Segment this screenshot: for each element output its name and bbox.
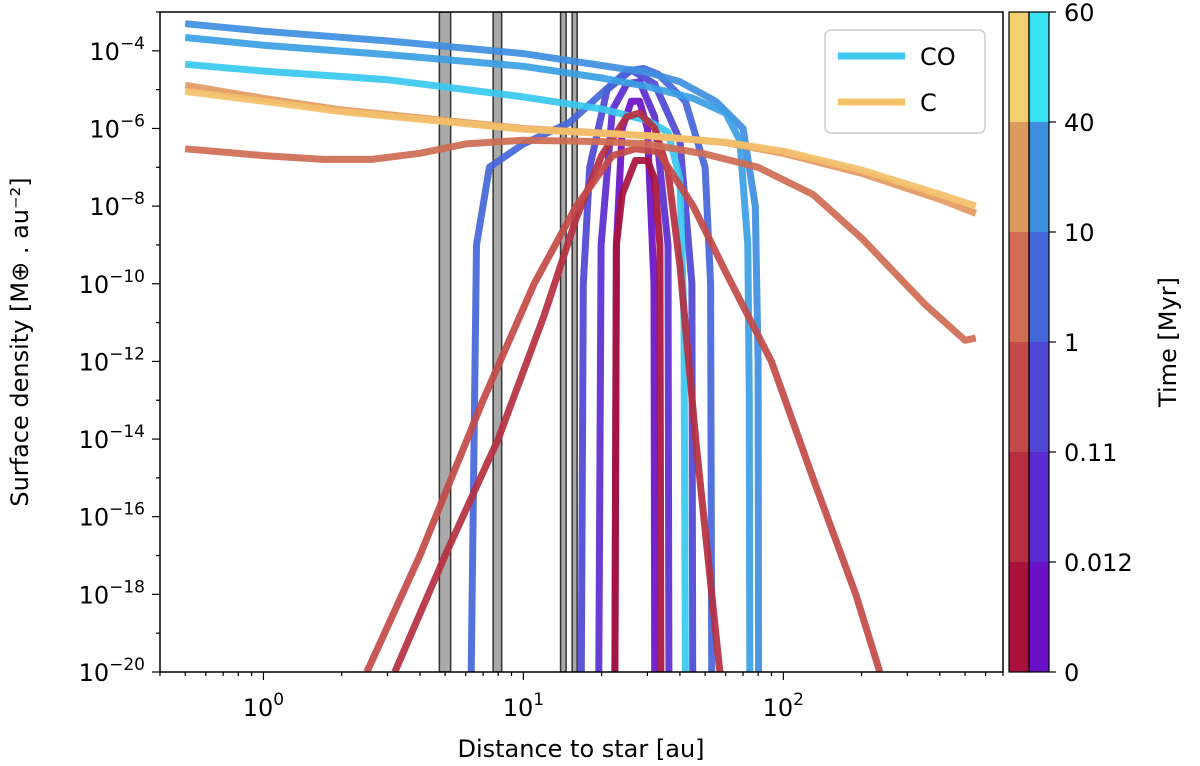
data-series xyxy=(184,20,978,672)
colorbar-tick-label: 1 xyxy=(1064,329,1079,357)
y-axis-label: Surface density [M⊕ . au⁻²] xyxy=(6,177,34,506)
vertical-bands xyxy=(438,12,578,672)
series-line xyxy=(184,20,763,672)
series-line xyxy=(611,157,665,672)
series-line xyxy=(363,145,884,672)
colorbar-c-segment xyxy=(1009,342,1029,452)
series-line xyxy=(611,97,659,672)
y-axis: 10−4 10−6 10−8 10−10 10−12 10−14 10−16 10−18 10−… xyxy=(79,11,160,687)
colorbar-co-segment xyxy=(1029,562,1049,672)
y-tick-label: 10−14 xyxy=(79,422,145,454)
colorbar-co-segment xyxy=(1029,342,1049,452)
colorbar: 0 0.012 0.11 1 10 40 60 xyxy=(1008,0,1133,687)
y-tick-label: 10−6 xyxy=(89,111,145,143)
colorbar-label: Time [Myr] xyxy=(1154,277,1182,408)
y-tick-label: 10−20 xyxy=(79,655,145,687)
colorbar-tick-label: 0 xyxy=(1064,659,1079,687)
series-line xyxy=(184,87,977,210)
colorbar-tick-label: 0.012 xyxy=(1064,549,1133,577)
y-tick-label: 10−16 xyxy=(79,500,145,532)
legend-label: C xyxy=(920,89,937,117)
vertical-band xyxy=(559,12,567,672)
colorbar-co-segment xyxy=(1029,122,1049,232)
colorbar-c-segment xyxy=(1009,122,1029,232)
colorbar-tick-label: 10 xyxy=(1064,219,1095,247)
legend-label: CO xyxy=(920,43,956,71)
colorbar-tick-label: 60 xyxy=(1064,0,1095,27)
colorbar-tick-label: 40 xyxy=(1064,109,1095,137)
y-tick-label: 10−4 xyxy=(89,34,145,66)
colorbar-co-segment xyxy=(1029,452,1049,562)
x-axis: 100 101 102 xyxy=(159,672,1004,722)
y-tick-label: 10−12 xyxy=(79,344,145,376)
vertical-band xyxy=(571,12,578,672)
colorbar-c-segment xyxy=(1009,562,1029,672)
vertical-band xyxy=(438,12,452,672)
series-line xyxy=(391,109,724,672)
x-tick-label: 102 xyxy=(763,690,804,722)
x-tick-label: 100 xyxy=(243,690,284,722)
colorbar-c-segment xyxy=(1009,452,1029,562)
vertical-band xyxy=(492,12,503,672)
series-line xyxy=(184,34,754,672)
series-line xyxy=(184,136,977,344)
y-tick-label: 10−8 xyxy=(89,189,145,221)
colorbar-co-segment xyxy=(1029,232,1049,342)
plot-frame xyxy=(159,11,1004,673)
x-tick-label: 101 xyxy=(503,690,544,722)
y-tick-label: 10−10 xyxy=(79,267,145,299)
x-axis-label: Distance to star [au] xyxy=(457,735,704,763)
legend-box xyxy=(824,29,986,134)
colorbar-c-segment xyxy=(1009,12,1029,122)
legend: CO C xyxy=(824,29,986,134)
colorbar-co-segment xyxy=(1029,12,1049,122)
colorbar-c-segment xyxy=(1009,232,1029,342)
y-tick-label: 10−18 xyxy=(79,577,145,609)
colorbar-tick-label: 0.11 xyxy=(1064,439,1117,467)
